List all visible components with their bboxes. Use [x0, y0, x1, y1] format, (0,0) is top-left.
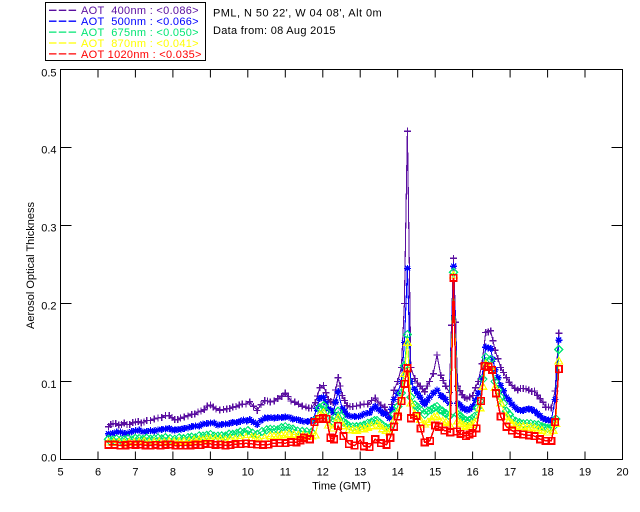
svg-text:5: 5: [57, 467, 63, 479]
svg-text:0.5: 0.5: [41, 68, 56, 80]
svg-text:19: 19: [579, 467, 591, 479]
svg-text:0.0: 0.0: [41, 453, 56, 465]
svg-text:17: 17: [504, 467, 516, 479]
svg-text:0.2: 0.2: [41, 301, 56, 313]
svg-text:PML, N 50 22', W 04 08', Alt 0: PML, N 50 22', W 04 08', Alt 0m: [213, 7, 382, 19]
svg-text:AOT 500nm : <0.066>: AOT 500nm : <0.066>: [81, 16, 199, 28]
svg-text:18: 18: [541, 467, 553, 479]
svg-text:10: 10: [242, 467, 254, 479]
svg-text:AOT 675nm : <0.050>: AOT 675nm : <0.050>: [81, 27, 199, 39]
svg-text:11: 11: [280, 467, 291, 479]
svg-text:0.3: 0.3: [41, 223, 56, 235]
svg-text:12: 12: [317, 467, 329, 479]
svg-text:16: 16: [466, 467, 478, 479]
svg-text:14: 14: [392, 467, 404, 479]
svg-text:AOT 1020nm : <0.035>: AOT 1020nm : <0.035>: [81, 49, 202, 61]
svg-text:Data from: 08 Aug 2015: Data from: 08 Aug 2015: [213, 25, 336, 37]
svg-text:Aerosol Optical Thickness: Aerosol Optical Thickness: [25, 202, 37, 329]
svg-text:0.1: 0.1: [41, 379, 56, 391]
svg-text:AOT 870nm : <0.041>: AOT 870nm : <0.041>: [81, 38, 199, 50]
svg-text:8: 8: [170, 467, 176, 479]
svg-text:9: 9: [207, 467, 213, 479]
svg-text:AOT 400nm : <0.086>: AOT 400nm : <0.086>: [81, 5, 199, 17]
svg-text:15: 15: [429, 467, 441, 479]
svg-text:13: 13: [354, 467, 366, 479]
svg-text:20: 20: [616, 467, 628, 479]
svg-text:6: 6: [95, 467, 101, 479]
svg-text:Time (GMT): Time (GMT): [312, 481, 371, 493]
svg-text:0.4: 0.4: [41, 145, 56, 157]
svg-text:7: 7: [132, 467, 138, 479]
